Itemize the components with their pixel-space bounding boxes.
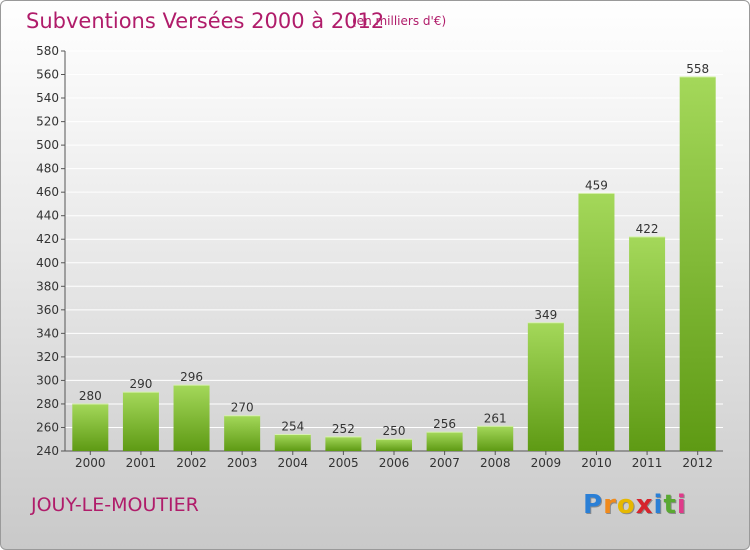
data-label: 290	[129, 377, 152, 391]
data-label: 422	[636, 222, 659, 236]
bar	[72, 403, 109, 451]
y-tick-label: 580	[36, 44, 59, 58]
y-tick-label: 280	[36, 397, 59, 411]
x-tick-label: 2003	[227, 456, 258, 470]
data-label: 459	[585, 178, 608, 192]
bar	[173, 385, 210, 451]
commune-name: JOUY-LE-MOUTIER	[31, 494, 199, 516]
logo-letter: i	[653, 490, 664, 520]
bar	[679, 76, 716, 451]
bar	[426, 432, 463, 451]
x-tick-labels: 2000 2001 2002 2003 2004 2005 2006 2007 2008 2009…	[75, 451, 713, 470]
y-tick-label: 380	[36, 279, 59, 293]
bar	[122, 392, 159, 451]
logo-letter: r	[603, 490, 617, 520]
chart-subtitle: (en milliers d'€)	[352, 14, 447, 28]
y-tick-label: 260	[36, 420, 59, 434]
chart-title: Subventions Versées 2000 à 2012	[26, 9, 385, 33]
y-tick-label: 460	[36, 185, 59, 199]
bar	[527, 322, 564, 451]
logo-letter: P	[583, 490, 604, 520]
x-tick-label: 2004	[277, 456, 308, 470]
data-label: 261	[484, 411, 507, 425]
x-tick-label: 2005	[328, 456, 359, 470]
data-label: 280	[79, 389, 102, 403]
x-tick-label: 2009	[531, 456, 562, 470]
y-tick-labels: 240 260 280 300 320 340 360 380 400 420 440 460 480 5…	[36, 44, 65, 458]
data-label: 349	[534, 308, 557, 322]
data-label: 252	[332, 422, 355, 436]
y-tick-label: 360	[36, 303, 59, 317]
bar	[224, 415, 261, 451]
y-tick-label: 320	[36, 350, 59, 364]
logo-letter: i	[676, 490, 687, 520]
bar	[376, 439, 412, 451]
x-tick-label: 2010	[581, 456, 612, 470]
y-tick-label: 300	[36, 373, 59, 387]
bars	[72, 76, 716, 451]
y-tick-label: 440	[36, 209, 59, 223]
bar	[274, 434, 311, 451]
grid-lines	[65, 50, 723, 452]
logo-letter: o	[616, 490, 636, 520]
bar	[578, 193, 615, 451]
proxiti-logo: Proxiti	[583, 490, 687, 520]
x-tick-label: 2000	[75, 456, 106, 470]
y-tick-label: 480	[36, 162, 59, 176]
bar	[477, 426, 514, 451]
y-tick-label: 340	[36, 326, 59, 340]
data-label: 256	[433, 417, 456, 431]
logo-letter: x	[635, 490, 654, 520]
y-tick-label: 500	[36, 138, 59, 152]
y-tick-label: 540	[36, 91, 59, 105]
bar	[629, 236, 666, 451]
data-label: 250	[383, 424, 406, 438]
data-label: 558	[686, 62, 709, 76]
data-label: 270	[231, 401, 254, 415]
y-tick-label: 420	[36, 232, 59, 246]
x-tick-label: 2002	[176, 456, 207, 470]
x-tick-label: 2006	[379, 456, 410, 470]
axes	[64, 51, 723, 452]
x-tick-label: 2001	[126, 456, 157, 470]
x-tick-label: 2012	[682, 456, 713, 470]
x-tick-label: 2007	[429, 456, 460, 470]
data-label: 296	[180, 370, 203, 384]
x-tick-label: 2011	[632, 456, 663, 470]
data-labels: 280 290 296 270 254 252 250 256 261 349 459 422 558	[79, 62, 709, 438]
x-tick-label: 2008	[480, 456, 511, 470]
y-tick-label: 520	[36, 115, 59, 129]
y-tick-label: 560	[36, 68, 59, 82]
logo-letter: t	[663, 490, 677, 520]
bar	[325, 436, 362, 451]
y-tick-label: 400	[36, 256, 59, 270]
data-label: 254	[281, 420, 304, 434]
y-tick-label: 240	[36, 444, 59, 458]
